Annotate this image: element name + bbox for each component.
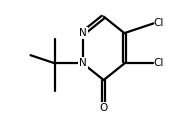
Text: N: N bbox=[79, 59, 87, 68]
Text: N: N bbox=[79, 59, 87, 68]
Text: Cl: Cl bbox=[154, 18, 164, 28]
Text: N: N bbox=[79, 28, 87, 38]
Text: O: O bbox=[99, 103, 108, 113]
Text: N: N bbox=[79, 28, 87, 38]
Text: Cl: Cl bbox=[154, 59, 164, 68]
Text: O: O bbox=[99, 103, 108, 113]
